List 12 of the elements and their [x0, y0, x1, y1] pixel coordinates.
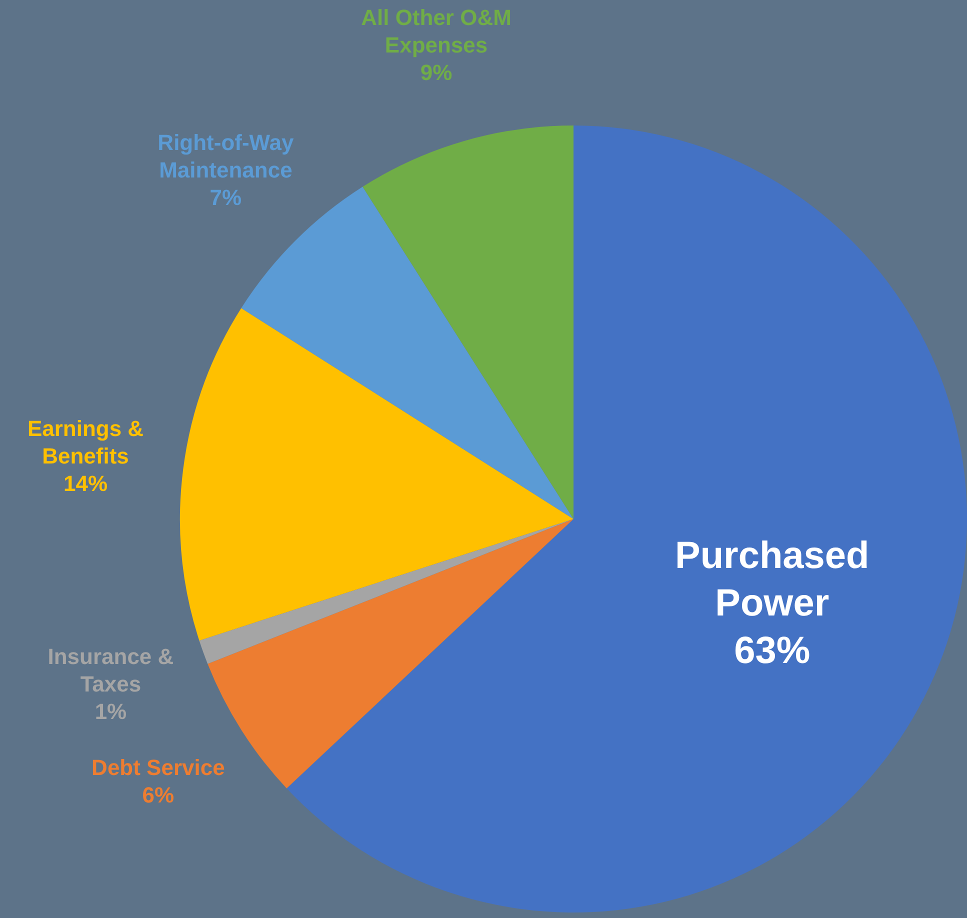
slice-label: Right-of-Way Maintenance [158, 130, 294, 182]
data-label: 63% [734, 630, 810, 672]
slice-label: Purchased Power [674, 534, 870, 624]
data-label: 9% [420, 60, 452, 86]
slice-label: Insurance & Taxes [48, 644, 174, 697]
slice-label: Earnings & Benefits [27, 416, 144, 468]
data-label: 7% [210, 184, 242, 210]
slice-label: Debt Service [92, 754, 225, 780]
data-label: 6% [142, 782, 174, 808]
data-label: 1% [94, 699, 127, 724]
slice-label: All Other O&M Expenses [361, 5, 512, 58]
data-label: 14% [63, 470, 108, 496]
